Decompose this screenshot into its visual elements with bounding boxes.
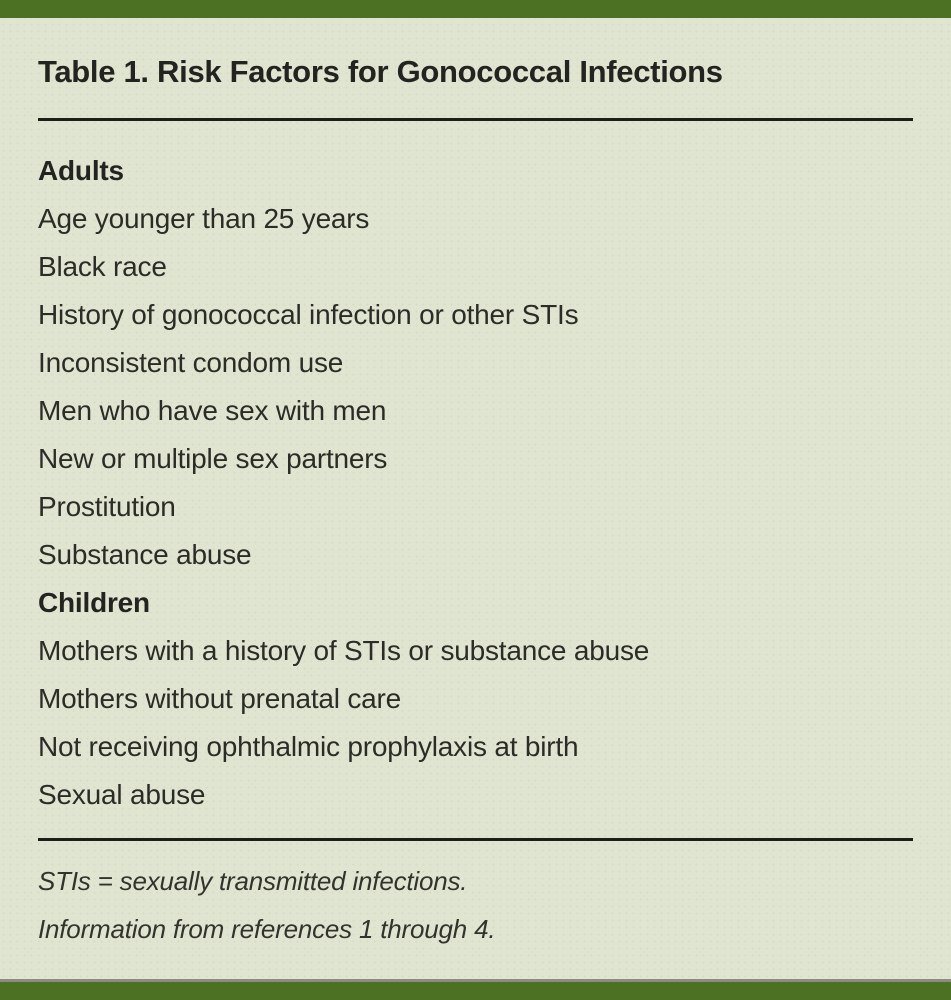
risk-factor-item: Black race [38,251,167,282]
footnote-source: Information from references 1 through 4. [38,914,496,944]
risk-factor-item: Men who have sex with men [38,395,387,426]
risk-factor-item: Substance abuse [38,539,252,570]
table-title: Table 1. Risk Factors for Gonococcal Inf… [38,54,723,89]
risk-factor-item: History of gonococcal infection or other… [38,299,579,330]
footer-divider [38,838,913,841]
risk-factor-item: Prostitution [38,491,176,522]
risk-factor-item: New or multiple sex partners [38,443,388,474]
risk-factor-list: Adults Age younger than 25 years Black r… [38,147,913,819]
footnote-abbreviation: STIs = sexually transmitted infections. [38,866,468,896]
risk-factor-item: Age younger than 25 years [38,203,370,234]
risk-factor-item: Sexual abuse [38,779,206,810]
table-content: Table 1. Risk Factors for Gonococcal Inf… [0,18,951,953]
bottom-accent-bar [0,982,951,1000]
section-header-adults: Adults [38,155,124,186]
risk-factor-item: Not receiving ophthalmic prophylaxis at … [38,731,579,762]
risk-factor-item: Mothers with a history of STIs or substa… [38,635,650,666]
title-divider [38,118,913,121]
risk-factor-item: Mothers without prenatal care [38,683,402,714]
section-header-children: Children [38,587,150,618]
risk-factor-item: Inconsistent condom use [38,347,344,378]
footnotes: STIs = sexually transmitted infections. … [38,857,913,953]
bottom-shadow-line [0,979,951,982]
top-accent-bar [0,0,951,18]
